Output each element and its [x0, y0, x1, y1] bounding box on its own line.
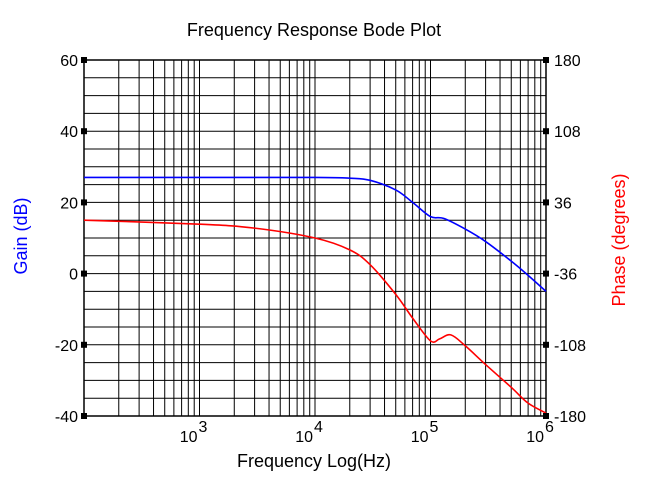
left-tick-mark — [81, 270, 87, 277]
left-tick-label: -20 — [55, 338, 78, 355]
plot-frame — [83, 59, 547, 417]
right-tick-mark — [543, 270, 549, 277]
x-tick-exponent: 5 — [430, 419, 439, 436]
x-tick-label: 10 — [411, 429, 429, 446]
right-axis-ticks: 180 108 36 -36 -108 -180 — [543, 53, 586, 426]
x-tick-exponent: 3 — [199, 419, 208, 436]
chart-title: Frequency Response Bode Plot — [187, 20, 441, 40]
right-tick-label: 108 — [554, 124, 581, 141]
x-tick-label: 10 — [180, 429, 198, 446]
x-axis-label: Frequency Log(Hz) — [237, 451, 391, 471]
right-tick-mark — [543, 128, 549, 135]
right-tick-label: 180 — [554, 53, 581, 70]
x-tick-label: 10 — [526, 429, 544, 446]
left-axis-ticks: 60 40 20 0 -20 -40 — [55, 53, 87, 426]
right-tick-label: -36 — [554, 267, 577, 284]
gain-series-line — [84, 176, 547, 292]
left-tick-mark — [81, 199, 87, 206]
right-tick-mark — [543, 57, 549, 63]
left-tick-label: 20 — [60, 195, 78, 212]
series-layer — [83, 176, 547, 414]
y-left-axis-label: Gain (dB) — [11, 197, 31, 274]
x-tick-exponent: 4 — [314, 419, 323, 436]
right-tick-label: 36 — [554, 195, 572, 212]
y-right-axis-label: Phase (degrees) — [609, 173, 629, 306]
left-tick-label: -40 — [55, 409, 78, 426]
right-tick-label: -180 — [554, 409, 586, 426]
grid — [84, 60, 546, 416]
left-tick-label: 0 — [69, 267, 78, 284]
left-tick-mark — [81, 128, 87, 135]
left-tick-mark — [81, 413, 87, 419]
right-tick-label: -108 — [554, 338, 586, 355]
left-tick-mark — [81, 57, 87, 63]
phase-series-line — [83, 219, 547, 414]
x-tick-exponent: 6 — [545, 419, 554, 436]
left-tick-mark — [81, 341, 87, 348]
x-tick-label: 10 — [295, 429, 313, 446]
right-tick-mark — [543, 199, 549, 206]
left-tick-label: 40 — [60, 124, 78, 141]
right-tick-mark — [543, 341, 549, 348]
x-tick-mark — [543, 413, 549, 419]
left-tick-label: 60 — [60, 53, 78, 70]
